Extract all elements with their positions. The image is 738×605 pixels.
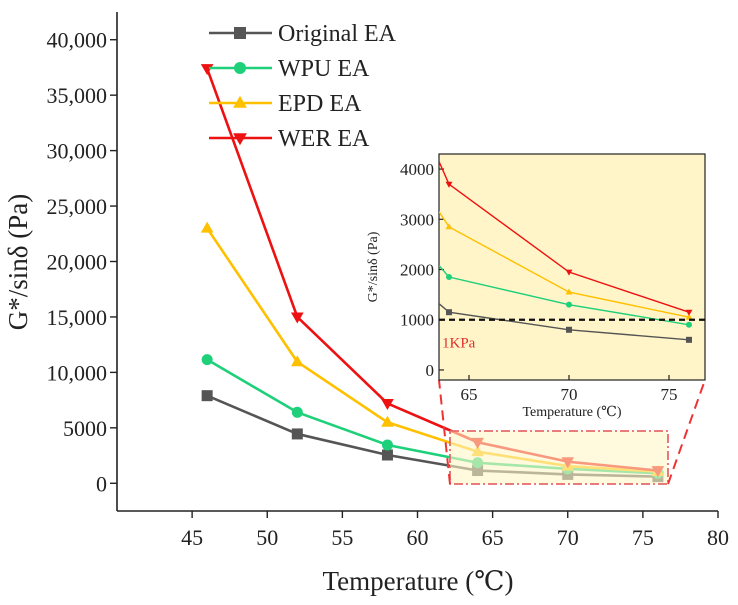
inset-x-tick-label: 75 (661, 385, 678, 404)
data-point (201, 390, 213, 402)
inset-series-line (439, 265, 690, 326)
y-tick-label: 20,000 (47, 250, 108, 275)
y-tick-label: 35,000 (47, 83, 108, 108)
data-point (200, 221, 214, 233)
inset-data-point (445, 181, 453, 188)
legend-marker (234, 27, 246, 39)
data-point (381, 439, 393, 451)
inset-data-point (565, 269, 573, 276)
data-point (201, 354, 213, 366)
legend-item-original-ea: Original EA (209, 21, 397, 47)
inset-series-original-ea (439, 303, 692, 343)
x-tick-label: 80 (707, 525, 729, 550)
y-tick-label: 30,000 (47, 139, 108, 164)
legend-label: Original EA (278, 21, 397, 47)
data-point (381, 399, 394, 411)
y-tick-label: 5000 (63, 416, 107, 441)
inset-data-point (565, 288, 573, 295)
data-point (200, 64, 214, 76)
inset-y-tick-label: 3000 (400, 210, 434, 229)
legend-item-wer-ea: WER EA (209, 126, 370, 152)
inset-reference-label: 1KPa (442, 336, 476, 352)
inset-series-wer-ea (439, 161, 693, 316)
inset-data-point (446, 274, 452, 281)
data-point (381, 449, 393, 461)
x-tick-label: 60 (407, 525, 429, 550)
data-point (290, 312, 304, 324)
inset-x-tick-label: 70 (561, 385, 578, 404)
y-tick-label: 40,000 (47, 28, 108, 53)
x-tick-label: 75 (632, 525, 654, 550)
inset-series-line (439, 211, 690, 318)
y-axis-title: G*/sinδ (Pa) (3, 194, 33, 330)
inset-series-wpu-ea (439, 265, 692, 328)
inset-data-point (686, 321, 692, 328)
inset-data-point (686, 336, 692, 343)
zoom-indicator (438, 379, 706, 485)
zoom-connector-right (667, 379, 706, 485)
inset-y-axis-title: G*/sinδ (Pa) (366, 231, 381, 302)
data-point (291, 428, 303, 440)
x-tick-label: 50 (256, 525, 278, 550)
legend-marker (234, 62, 246, 74)
inset-y-tick-label: 0 (426, 361, 435, 380)
main-plot: 45 50 55 60 65 70 75 80 0 5000 10,000 15,000 20,000 2… (47, 12, 729, 550)
inset-data-point (446, 309, 452, 316)
inset-data-point (445, 223, 453, 230)
zoom-connector-left (438, 379, 451, 485)
x-tick-label: 70 (557, 525, 579, 550)
inset-data-point (685, 309, 693, 316)
y-tick-label: 15,000 (47, 305, 108, 330)
legend-label: WPU EA (278, 56, 370, 82)
data-point (290, 355, 304, 367)
inset-series-epd-ea (439, 211, 693, 320)
inset-y-tick-label: 2000 (400, 261, 434, 280)
inset-x-axis-title: Temperature (℃) (522, 405, 621, 420)
x-tick-label: 55 (331, 525, 353, 550)
legend-item-epd-ea: EPD EA (209, 91, 362, 117)
y-tick-label: 10,000 (47, 360, 108, 385)
inset-data-point (566, 301, 572, 308)
x-tick-label: 45 (181, 525, 203, 550)
inset-y-tick-label: 4000 (400, 160, 434, 179)
legend-marker (233, 133, 247, 146)
y-tick-label: 0 (96, 471, 107, 496)
legend: Original EA WPU EA EPD EA WER EA (209, 21, 397, 152)
inset-series-line (439, 303, 690, 341)
inset-data-point (566, 326, 572, 333)
y-tick-label: 25,000 (47, 194, 108, 219)
inset-x-tick-label: 65 (461, 385, 478, 404)
legend-label: WER EA (278, 126, 370, 152)
legend-label: EPD EA (278, 91, 362, 117)
inset-data-point (685, 313, 693, 320)
inset-y-tick-label: 1000 (400, 311, 434, 330)
inset-series-line (439, 161, 690, 313)
inset-chart: 65 70 75 0 1000 2000 3000 4000 1KPa Temperature… (366, 153, 706, 420)
data-point (291, 406, 303, 418)
data-point (381, 415, 394, 427)
inset-background (438, 153, 706, 381)
legend-item-wpu-ea: WPU EA (209, 56, 370, 82)
x-tick-label: 65 (482, 525, 504, 550)
zoom-box (449, 430, 669, 485)
legend-marker (233, 95, 247, 108)
x-axis-title: Temperature (℃) (323, 566, 514, 596)
